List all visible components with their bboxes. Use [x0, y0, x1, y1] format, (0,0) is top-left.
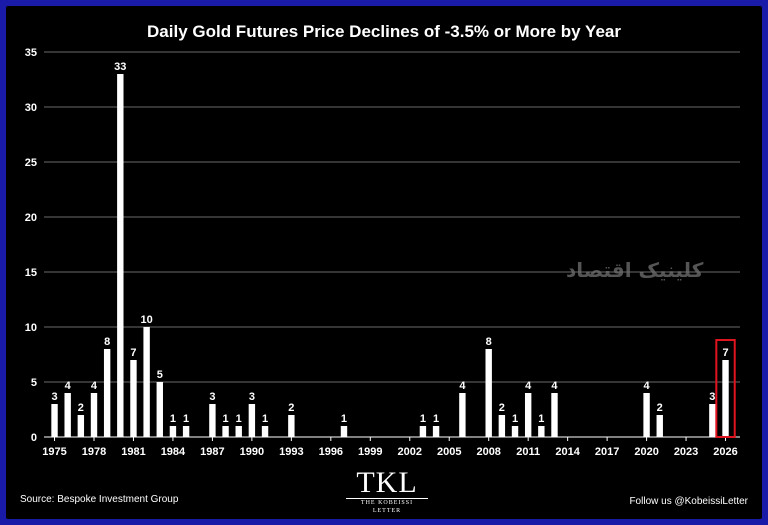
bar	[551, 393, 558, 437]
data-label: 4	[65, 380, 72, 392]
data-label: 2	[657, 402, 663, 414]
follow-note: Follow us @KobeissiLetter	[629, 496, 748, 507]
x-tick-label: 1981	[121, 446, 145, 458]
bar	[156, 382, 163, 437]
y-tick-label: 20	[25, 212, 37, 224]
highlight-box	[715, 339, 736, 438]
bar	[182, 426, 190, 437]
chart-title: Daily Gold Futures Price Declines of -3.…	[147, 22, 621, 41]
data-label: 33	[114, 61, 126, 73]
bar	[419, 426, 427, 437]
data-label: 2	[288, 402, 294, 414]
x-tick-label: 1993	[279, 446, 303, 458]
data-label: 4	[551, 380, 558, 392]
bar	[64, 393, 71, 437]
bar	[524, 393, 532, 437]
watermark-text: کلینیک اقتصاد	[566, 258, 704, 282]
bar	[340, 426, 348, 437]
data-label: 7	[130, 347, 136, 359]
y-tick-label: 5	[31, 377, 37, 389]
bar	[77, 415, 85, 437]
data-label: 1	[341, 413, 347, 425]
data-label: 1	[262, 413, 268, 425]
x-tick-label: 2002	[398, 446, 422, 458]
bar	[643, 393, 650, 437]
bar	[485, 349, 492, 437]
data-label: 1	[538, 413, 544, 425]
y-tick-label: 25	[25, 157, 37, 169]
bar	[511, 426, 519, 437]
x-tick-label: 1975	[42, 446, 66, 458]
data-label: 3	[51, 391, 57, 403]
bar	[432, 426, 440, 437]
x-tick-label: 2005	[437, 446, 461, 458]
bar	[209, 404, 216, 437]
tkl-logo: TKL THE KOBEISSI LETTER	[346, 468, 428, 515]
data-label: 1	[420, 413, 426, 425]
bar	[538, 426, 545, 437]
bar	[90, 393, 98, 437]
data-label: 8	[486, 336, 492, 348]
data-label: 4	[525, 380, 532, 392]
x-tick-label: 1984	[161, 446, 186, 458]
data-label: 2	[499, 402, 505, 414]
x-tick-label: 2017	[595, 446, 619, 458]
bar	[222, 426, 229, 437]
data-label: 8	[104, 336, 110, 348]
x-tick-label: 2023	[674, 446, 698, 458]
data-label: 3	[709, 391, 715, 403]
x-tick-label: 2026	[713, 446, 737, 458]
bar	[143, 327, 150, 437]
x-tick-label: 2008	[476, 446, 500, 458]
bar	[248, 404, 256, 437]
y-tick-label: 15	[25, 267, 37, 279]
bar	[235, 426, 242, 437]
y-tick-label: 30	[25, 102, 37, 114]
data-label: 1	[433, 413, 439, 425]
bar	[498, 415, 506, 437]
x-tick-label: 2011	[516, 446, 540, 458]
data-label: 1	[183, 413, 189, 425]
data-label: 1	[223, 413, 229, 425]
bar	[117, 74, 124, 437]
bar	[51, 404, 58, 437]
data-label: 2	[78, 402, 84, 414]
x-tick-label: 1978	[82, 446, 106, 458]
data-label: 1	[236, 413, 242, 425]
x-tick-label: 1996	[319, 446, 343, 458]
data-label: 3	[249, 391, 255, 403]
bar	[709, 404, 716, 437]
logo-sub-text: THE KOBEISSI LETTER	[346, 498, 428, 515]
data-label: 1	[170, 413, 176, 425]
x-tick-label: 1999	[358, 446, 382, 458]
data-label: 4	[459, 380, 466, 392]
bar	[656, 415, 663, 437]
bar	[103, 349, 111, 437]
logo-main-text: TKL	[356, 466, 418, 499]
y-tick-label: 35	[25, 47, 37, 59]
data-label: 5	[157, 369, 163, 381]
data-label: 4	[644, 380, 651, 392]
x-tick-label: 2020	[634, 446, 658, 458]
data-label: 3	[209, 391, 215, 403]
bar	[261, 426, 269, 437]
bar	[130, 360, 137, 437]
x-tick-label: 1987	[200, 446, 224, 458]
data-label: 10	[140, 314, 152, 326]
x-tick-label: 2014	[555, 446, 580, 458]
y-tick-label: 0	[31, 432, 37, 444]
bar	[722, 360, 729, 437]
x-tick-label: 1990	[240, 446, 264, 458]
data-label: 7	[722, 347, 728, 359]
bar	[459, 393, 466, 437]
bar	[169, 426, 177, 437]
source-note: Source: Bespoke Investment Group	[20, 494, 179, 505]
data-label: 4	[91, 380, 98, 392]
bar	[288, 415, 295, 437]
y-tick-label: 10	[25, 322, 37, 334]
data-label: 1	[512, 413, 518, 425]
